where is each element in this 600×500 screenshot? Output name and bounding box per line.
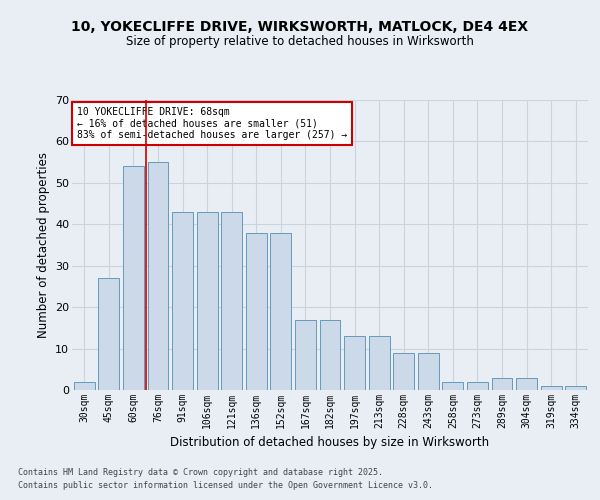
Bar xyxy=(541,386,562,390)
Bar xyxy=(393,352,414,390)
X-axis label: Distribution of detached houses by size in Wirksworth: Distribution of detached houses by size … xyxy=(170,436,490,450)
Bar xyxy=(418,352,439,390)
Bar xyxy=(320,320,340,390)
Bar xyxy=(368,336,389,390)
Text: Contains public sector information licensed under the Open Government Licence v3: Contains public sector information licen… xyxy=(18,480,433,490)
Bar xyxy=(197,212,218,390)
Bar xyxy=(148,162,169,390)
Bar xyxy=(98,278,119,390)
Bar xyxy=(295,320,316,390)
Bar xyxy=(123,166,144,390)
Bar xyxy=(172,212,193,390)
Bar xyxy=(467,382,488,390)
Y-axis label: Number of detached properties: Number of detached properties xyxy=(37,152,50,338)
Text: 10, YOKECLIFFE DRIVE, WIRKSWORTH, MATLOCK, DE4 4EX: 10, YOKECLIFFE DRIVE, WIRKSWORTH, MATLOC… xyxy=(71,20,529,34)
Bar xyxy=(442,382,463,390)
Bar xyxy=(271,232,292,390)
Bar xyxy=(565,386,586,390)
Bar xyxy=(344,336,365,390)
Bar xyxy=(246,232,267,390)
Bar xyxy=(221,212,242,390)
Text: Contains HM Land Registry data © Crown copyright and database right 2025.: Contains HM Land Registry data © Crown c… xyxy=(18,468,383,477)
Bar xyxy=(491,378,512,390)
Text: 10 YOKECLIFFE DRIVE: 68sqm
← 16% of detached houses are smaller (51)
83% of semi: 10 YOKECLIFFE DRIVE: 68sqm ← 16% of deta… xyxy=(77,108,347,140)
Text: Size of property relative to detached houses in Wirksworth: Size of property relative to detached ho… xyxy=(126,35,474,48)
Bar xyxy=(516,378,537,390)
Bar xyxy=(74,382,95,390)
